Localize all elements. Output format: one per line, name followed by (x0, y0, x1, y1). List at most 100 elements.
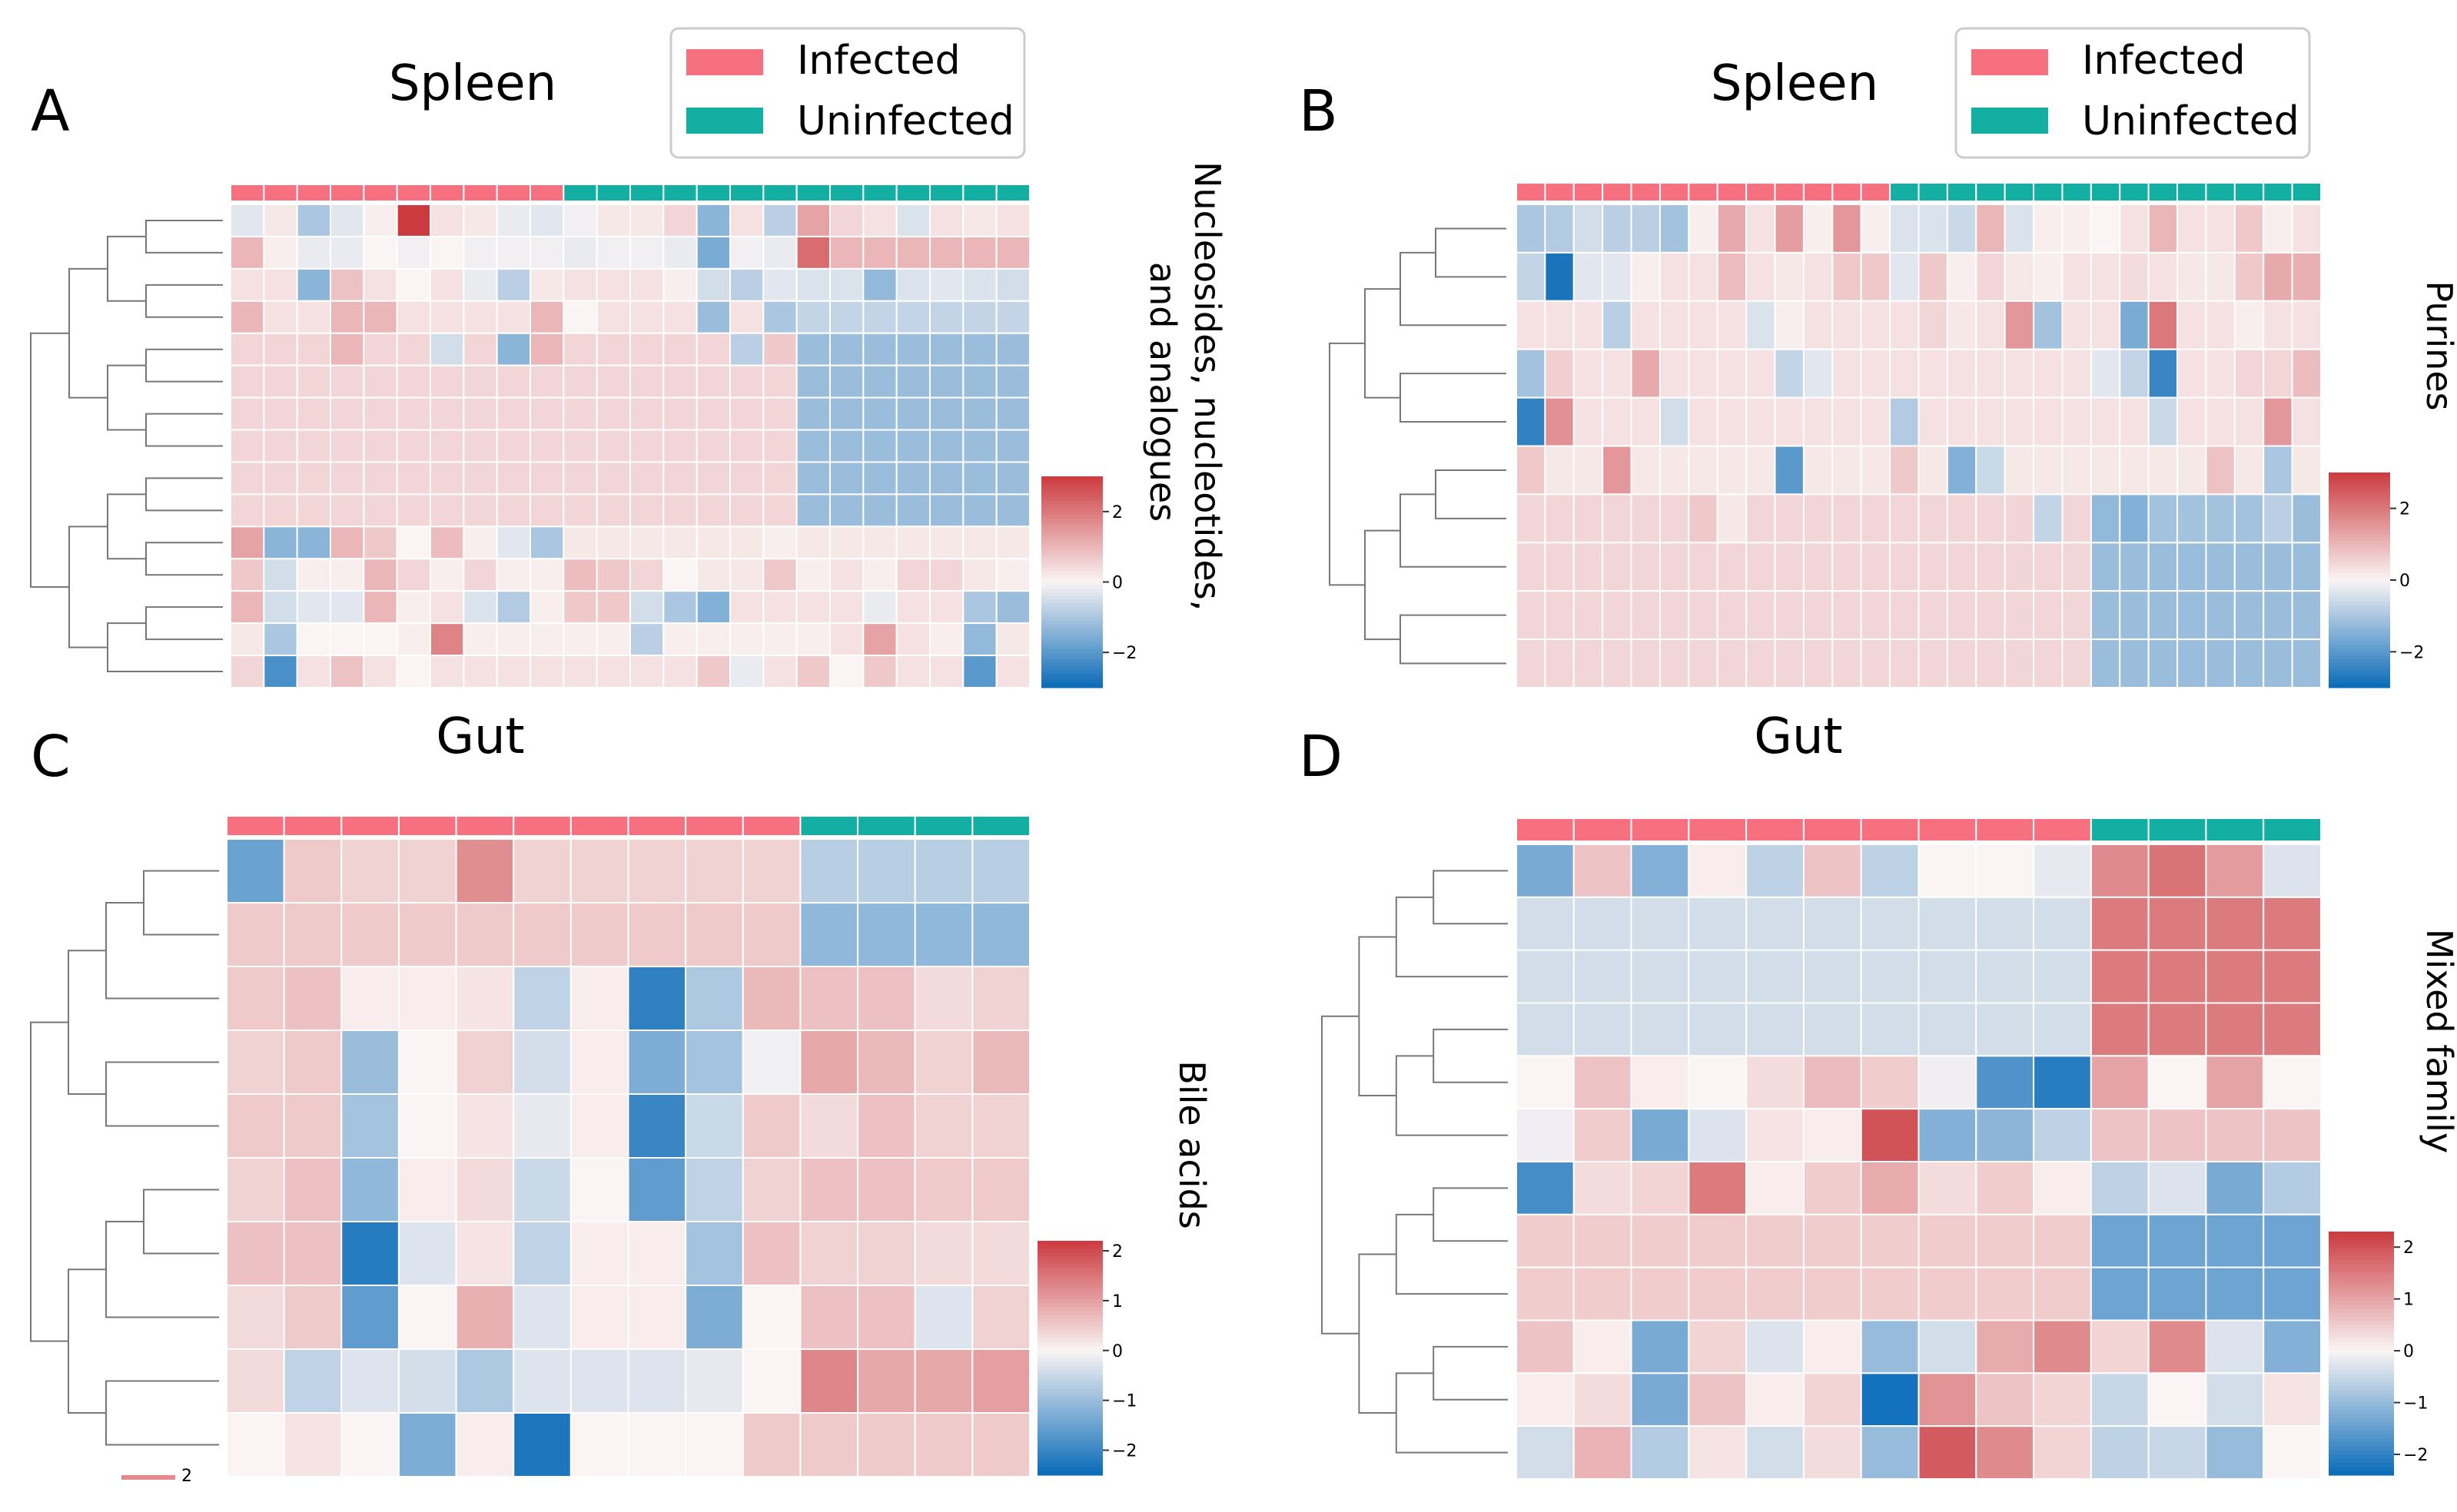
heatmap-cell (1516, 844, 1575, 898)
heatmap-cell (2033, 1161, 2092, 1215)
heatmap-cell (263, 300, 298, 334)
heatmap-cell (742, 838, 802, 904)
heatmap-cell (2004, 493, 2035, 544)
heatmap-cell (729, 267, 765, 302)
heatmap-cell (1745, 1266, 1805, 1321)
heatmap-cell (1802, 251, 1834, 302)
colorbar-segment (1038, 1292, 1103, 1296)
heatmap-cell (1802, 445, 1834, 496)
heatmap-cell (430, 493, 465, 528)
heatmap-cell (563, 655, 598, 688)
heatmap-cell (230, 655, 265, 688)
colorbar-segment (2329, 655, 2390, 660)
heatmap-cell (226, 1157, 285, 1222)
heatmap-cell (1975, 1319, 2035, 1374)
heatmap-cell (2147, 1319, 2207, 1374)
heatmap-cell (799, 902, 859, 967)
heatmap-cell (2147, 1055, 2207, 1110)
heatmap-cell (696, 526, 732, 560)
colorbar-segment (2329, 1410, 2394, 1415)
heatmap-cell (2263, 493, 2293, 544)
heatmap-cell (1572, 1108, 1632, 1162)
dendrogram-branch (1433, 1187, 1508, 1242)
heatmap-cell (330, 235, 365, 270)
heatmap-cell (742, 1412, 802, 1477)
heatmap-cell (513, 1412, 572, 1477)
heatmap-cell (463, 364, 498, 399)
heatmap-cell (1602, 638, 1632, 688)
colorbar-segment (2329, 548, 2390, 552)
colorbar-segment (1041, 582, 1103, 586)
colorbar-segment (2329, 1341, 2394, 1346)
heatmap-cell (1860, 1319, 1920, 1374)
heatmap-cell (363, 204, 398, 237)
heatmap-cell (1975, 300, 2006, 350)
heatmap-cell (1860, 590, 1891, 641)
heatmap-cell (1745, 493, 1776, 544)
colorbar-segment (1041, 599, 1103, 604)
heatmap-cell (995, 590, 1031, 625)
colorbar-segment (2329, 1232, 2394, 1236)
colorbar-segment (1041, 617, 1103, 622)
heatmap-cell (1802, 1266, 1862, 1321)
heatmap-cell (340, 838, 400, 904)
heatmap-cell (2263, 300, 2293, 350)
heatmap-cell (1630, 1161, 1690, 1215)
heatmap-cell (296, 300, 331, 334)
heatmap-cell (971, 1221, 1031, 1286)
heatmap-cell (330, 622, 365, 657)
heatmap-cell (1658, 348, 1690, 399)
heatmap-cell (1716, 300, 1748, 350)
heatmap-cell (795, 429, 831, 463)
heatmap-cell (296, 622, 331, 657)
heatmap-cell (226, 1285, 285, 1350)
heatmap-cell (2147, 1108, 2207, 1162)
heatmap-cell (397, 1221, 457, 1286)
heatmap-cell (627, 1348, 687, 1414)
group-annotation-cell (1572, 182, 1604, 202)
heatmap-cell (596, 332, 632, 366)
heatmap-cell (2233, 204, 2265, 254)
colorbar-segment (1041, 479, 1103, 484)
heatmap-cell (330, 267, 365, 302)
heatmap-cell (1516, 949, 1575, 1004)
heatmap-cell (363, 300, 398, 334)
heatmap-cell (762, 235, 798, 270)
heatmap-cell (2263, 1161, 2323, 1215)
colorbar-segment (2329, 658, 2390, 663)
heatmap-cell (2205, 1266, 2265, 1321)
group-annotation-cell (2291, 182, 2323, 202)
heatmap-cell (2233, 542, 2265, 592)
dendrogram-branch (1435, 469, 1506, 519)
heatmap-cell (226, 838, 285, 904)
heatmap-cell (799, 1412, 859, 1477)
panel-label-b: B (1299, 78, 1338, 144)
colorbar-segment (1041, 508, 1103, 512)
heatmap-cell (795, 267, 831, 302)
heatmap-cell (513, 1093, 572, 1159)
heatmap-cell (795, 461, 831, 496)
panel-a-title: Spleen (389, 55, 556, 112)
colorbar-segment (1038, 1256, 1103, 1262)
colorbar-segment (2329, 1398, 2394, 1403)
colorbar-segment (1038, 1444, 1103, 1449)
heatmap-cell (430, 429, 465, 463)
heatmap-cell (1516, 1319, 1575, 1374)
heatmap-cell (563, 364, 598, 399)
heatmap-cell (1946, 396, 1977, 447)
heatmap-cell (1917, 445, 1948, 496)
heatmap-cell (2119, 493, 2150, 544)
dendrogram-branch (143, 870, 219, 936)
heatmap-cell (2033, 1055, 2092, 1110)
heatmap-cell (463, 493, 498, 528)
colorbar-segment (2329, 512, 2390, 516)
heatmap-cell (2090, 445, 2121, 496)
dendrogram-branch (143, 1189, 219, 1255)
heatmap-cell (530, 300, 565, 334)
heatmap-cell (1889, 396, 1920, 447)
heatmap-cell (563, 300, 598, 334)
heatmap-cell (563, 590, 598, 625)
heatmap-cell (962, 461, 998, 496)
group-annotation-cell (226, 815, 285, 837)
dendrogram-branch (105, 1061, 219, 1127)
